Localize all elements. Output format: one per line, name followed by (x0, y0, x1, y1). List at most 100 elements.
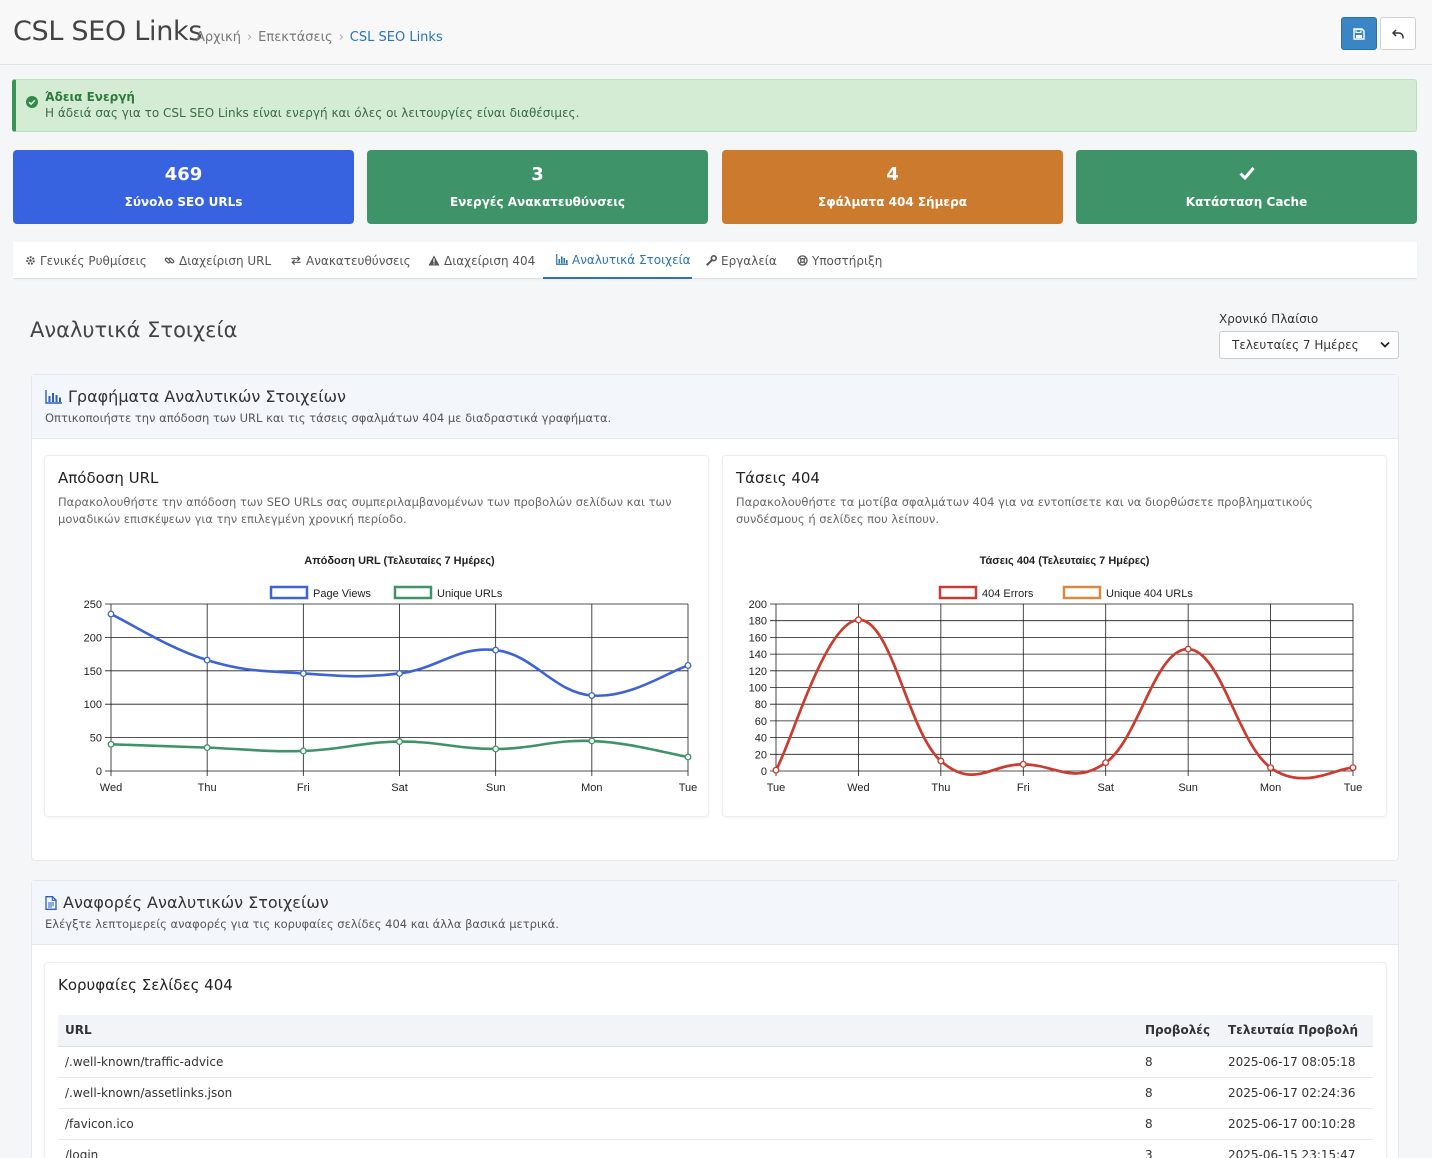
stat-tile-404-today: 4 Σφάλματα 404 Σήμερα (722, 150, 1063, 224)
chevron-down-icon (1380, 341, 1390, 348)
tab-label: Υποστήριξη (812, 253, 883, 268)
data-point (107, 740, 115, 748)
cell-url: /.well-known/assetlinks.json (58, 1077, 1138, 1109)
x-tick-label: Fri (1017, 782, 1030, 794)
y-tick-label: 120 (749, 666, 767, 678)
data-point (772, 766, 780, 774)
y-tick-label: 40 (755, 733, 767, 745)
y-tick-label: 100 (749, 683, 767, 695)
time-range-select[interactable]: Τελευταίες 7 Ημέρες (1219, 331, 1399, 359)
y-tick-label: 60 (755, 716, 767, 728)
x-tick-label: Fri (297, 782, 310, 794)
time-range-value: Τελευταίες 7 Ημέρες (1232, 338, 1359, 352)
link-icon (164, 257, 175, 264)
data-point (1184, 645, 1192, 653)
alert-title: Άδεια Ενεργή (45, 90, 135, 104)
url-performance-chart: Απόδοση URL (Τελευταίες 7 Ημέρες) Page Vi… (84, 555, 698, 794)
charts-panel-title: Γραφήματα Αναλυτικών Στοιχείων (68, 387, 346, 406)
back-button[interactable] (1380, 17, 1416, 50)
gear-icon (26, 256, 35, 265)
license-alert: Άδεια Ενεργή Η άδειά σας για το CSL SEO … (12, 79, 1417, 132)
exchange-icon (291, 255, 301, 266)
top-404-title: Κορυφαίες Σελίδες 404 (58, 976, 233, 994)
section-title: Αναλυτικά Στοιχεία (30, 318, 238, 342)
save-button[interactable] (1341, 17, 1377, 50)
cell-views: 8 (1138, 1046, 1221, 1078)
x-tick-label: Mon (581, 782, 602, 794)
charts-panel-header: Γραφήματα Αναλυτικών Στοιχείων Οπτικοποι… (32, 375, 1398, 439)
data-point (203, 656, 211, 664)
y-tick-label: 20 (755, 749, 767, 761)
tab-general-settings[interactable]: Γενικές Ρυθμίσεις (25, 242, 147, 279)
chart-title: Τάσεις 404 (Τελευταίες 7 Ημέρες) (980, 555, 1150, 567)
column-views: Προβολές (1138, 1015, 1221, 1047)
cell-last-view: 2025-06-17 00:10:28 (1221, 1108, 1373, 1140)
404-trends-title: Τάσεις 404 (736, 469, 820, 487)
charts-panel: Γραφήματα Αναλυτικών Στοιχείων Οπτικοποι… (31, 374, 1399, 861)
top-404-card: Κορυφαίες Σελίδες 404 URL Προβολές Τελευ… (44, 962, 1387, 1158)
breadcrumb-extensions[interactable]: Επεκτάσεις (258, 30, 333, 45)
data-point (492, 745, 500, 753)
breadcrumb-separator: › (338, 30, 344, 45)
warning-icon (428, 255, 440, 266)
reports-panel: Αναφορές Αναλυτικών Στοιχείων Ελέγξτε λε… (31, 880, 1399, 1158)
data-point (492, 646, 500, 654)
stat-label: Σφάλματα 404 Σήμερα (818, 195, 967, 209)
tab-label: Διαχείριση 404 (444, 253, 536, 268)
stat-tile-total-urls: 469 Σύνολο SEO URLs (13, 150, 354, 224)
data-point (203, 744, 211, 752)
y-tick-label: 0 (761, 766, 767, 778)
bar-chart-icon (556, 254, 568, 265)
table-row: /.well-known/assetlinks.json 8 2025-06-1… (58, 1077, 1373, 1109)
404-trends-desc: Παρακολουθήστε τα μοτίβα σφαλμάτων 404 γ… (736, 495, 1313, 526)
breadcrumb-separator: › (246, 30, 253, 45)
support-icon (797, 255, 808, 266)
stat-label: Ενεργές Ανακατευθύνσεις (449, 195, 626, 209)
tab-label: Αναλυτικά Στοιχεία (572, 252, 691, 267)
cell-views: 3 (1138, 1139, 1221, 1158)
column-last-view: Τελευταία Προβολή (1221, 1015, 1373, 1047)
y-tick-label: 150 (84, 666, 102, 678)
tab-bar: Γενικές Ρυθμίσεις Διαχείριση URL Ανακατε… (13, 242, 1417, 279)
x-tick-label: Sun (486, 782, 506, 794)
y-tick-label: 100 (84, 699, 102, 711)
x-tick-label: Wed (100, 782, 122, 794)
stat-label: Κατάσταση Cache (1185, 195, 1308, 209)
breadcrumb-home[interactable]: Αρχική (196, 30, 241, 45)
x-tick-label: Mon (1260, 782, 1281, 794)
legend-swatch (269, 585, 309, 600)
breadcrumb: Αρχική › Επεκτάσεις › CSL SEO Links (196, 30, 443, 45)
reports-panel-header: Αναφορές Αναλυτικών Στοιχείων Ελέγξτε λε… (32, 881, 1398, 945)
table-row: /favicon.ico 8 2025-06-17 00:10:28 (58, 1108, 1373, 1140)
tab-analytics[interactable]: Αναλυτικά Στοιχεία (543, 242, 692, 279)
y-tick-label: 200 (84, 632, 102, 644)
tab-label: Εργαλεία (721, 253, 777, 268)
tab-404-management[interactable]: Διαχείριση 404 (428, 242, 535, 279)
undo-icon (1392, 28, 1404, 38)
table-row: /.well-known/traffic-advice 8 2025-06-17… (58, 1046, 1373, 1078)
page-title: CSL SEO Links (13, 16, 203, 47)
check-circle-icon (26, 96, 38, 108)
table-row: /login 3 2025-06-15 23:15:47 (58, 1139, 1373, 1158)
tab-support[interactable]: Υποστήριξη (797, 242, 882, 279)
x-tick-label: Thu (198, 782, 217, 794)
cell-url: /favicon.ico (58, 1108, 1138, 1140)
tab-label: Ανακατευθύνσεις (306, 253, 411, 268)
x-tick-label: Thu (931, 782, 950, 794)
y-tick-label: 160 (749, 632, 767, 644)
tab-url-management[interactable]: Διαχείριση URL (164, 242, 271, 279)
data-point (396, 738, 403, 746)
data-point (107, 610, 115, 618)
tab-tools[interactable]: Εργαλεία (706, 242, 777, 279)
x-tick-label: Tue (1344, 782, 1363, 794)
legend-label: Unique 404 URLs (1106, 588, 1193, 600)
breadcrumb-current[interactable]: CSL SEO Links (349, 30, 443, 45)
bar-chart-icon (45, 389, 62, 404)
data-point (299, 747, 307, 755)
stat-label: Σύνολο SEO URLs (124, 195, 243, 209)
x-tick-label: Tue (679, 782, 698, 794)
cell-last-view: 2025-06-17 08:05:18 (1221, 1046, 1373, 1078)
tab-redirects[interactable]: Ανακατευθύνσεις (290, 242, 411, 279)
data-point (684, 753, 692, 761)
y-tick-label: 180 (749, 616, 767, 628)
